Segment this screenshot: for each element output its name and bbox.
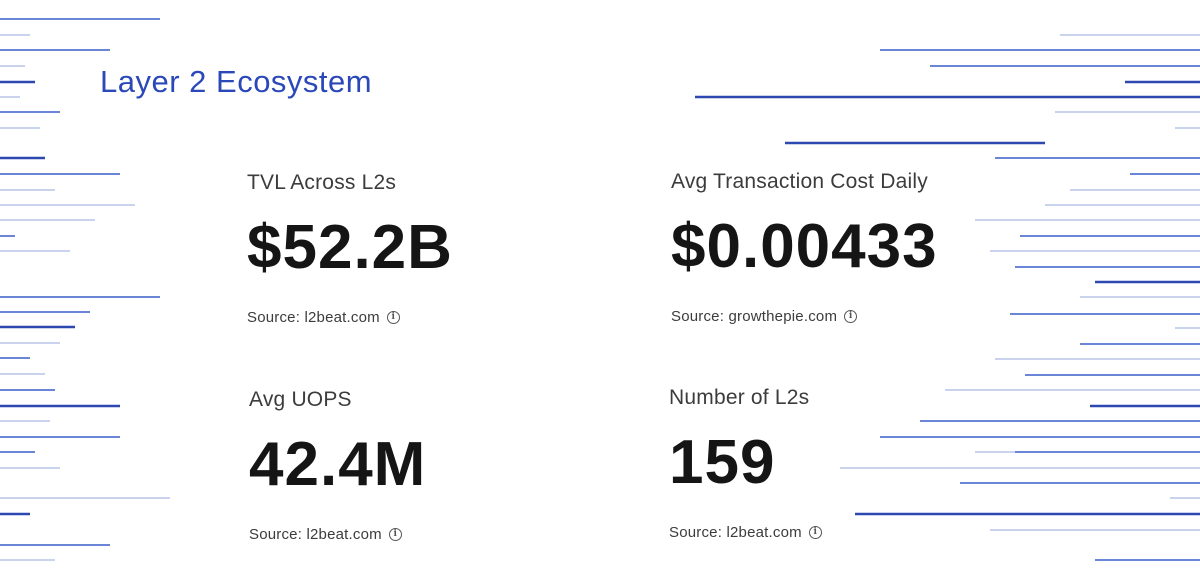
stat-card-tvl: TVL Across L2s $52.2B Source: l2beat.com…: [247, 171, 453, 326]
stat-source-text: Source: l2beat.com: [247, 309, 380, 326]
stat-card-number-of-l2s: Number of L2s 159 Source: l2beat.com i: [669, 386, 822, 541]
stat-card-avg-uops: Avg UOPS 42.4M Source: l2beat.com i: [249, 388, 426, 543]
info-circle-icon[interactable]: i: [808, 526, 822, 539]
stat-value: $52.2B: [247, 213, 453, 282]
stat-value: 42.4M: [249, 430, 427, 499]
stat-source: Source: l2beat.com i: [249, 526, 426, 543]
stat-label: Avg Transaction Cost Daily: [671, 170, 928, 193]
info-circle-icon[interactable]: i: [844, 310, 858, 323]
info-circle-icon[interactable]: i: [386, 311, 400, 324]
stat-source: Source: l2beat.com i: [669, 524, 822, 541]
stat-source-text: Source: growthepie.com: [671, 308, 838, 325]
stat-source-text: Source: l2beat.com: [249, 526, 382, 543]
stat-card-avg-tx-cost: Avg Transaction Cost Daily $0.00433 Sour…: [671, 170, 938, 325]
stat-label: Number of L2s: [669, 386, 810, 409]
stat-value: 159: [669, 428, 776, 497]
info-circle-icon[interactable]: i: [388, 528, 402, 541]
stat-source: Source: l2beat.com i: [247, 309, 453, 326]
stat-label: TVL Across L2s: [247, 171, 397, 194]
stat-source-text: Source: l2beat.com: [669, 524, 802, 541]
stat-source: Source: growthepie.com i: [671, 308, 938, 325]
stat-label: Avg UOPS: [249, 388, 352, 411]
page-title: Layer 2 Ecosystem: [100, 64, 373, 99]
stat-value: $0.00433: [671, 212, 938, 281]
